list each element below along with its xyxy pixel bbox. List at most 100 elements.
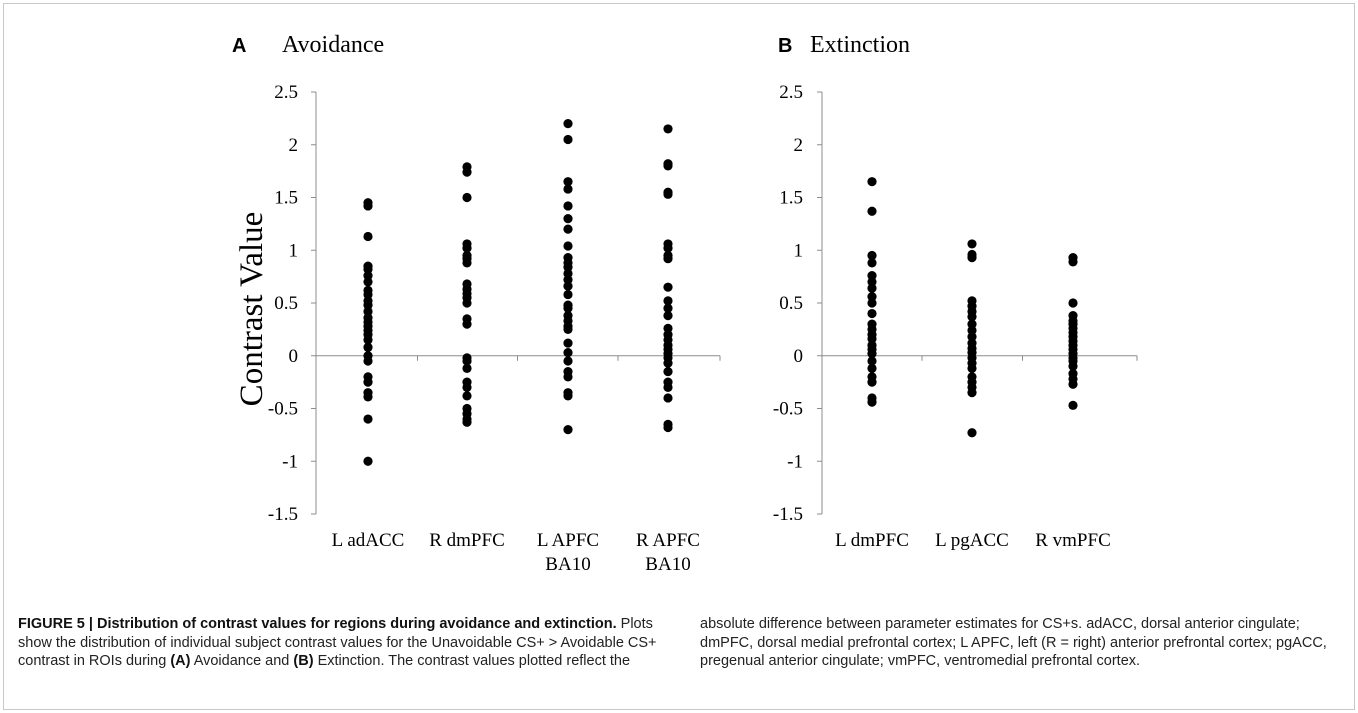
data-point	[363, 335, 373, 345]
y-tick-label: 0.5	[779, 293, 803, 314]
data-point	[867, 206, 877, 216]
data-point	[867, 283, 877, 293]
data-point	[462, 243, 472, 253]
data-point	[563, 338, 573, 348]
caption-text-run: Avoidance and	[190, 653, 294, 669]
figure-charts: A Avoidance Contrast Value 2.5 2 1.5 1 0.5 0 -0.5…	[232, 32, 1138, 575]
caption-text-run: Plots show the distribution of individua…	[18, 616, 657, 669]
data-point	[663, 124, 673, 134]
data-point	[967, 239, 977, 249]
data-point	[867, 298, 877, 308]
data-point	[363, 377, 373, 387]
category-label: BA10	[645, 554, 690, 575]
data-point	[462, 192, 472, 203]
data-point	[563, 241, 573, 251]
data-point	[867, 292, 877, 302]
data-point	[663, 161, 673, 171]
data-point	[663, 311, 673, 321]
data-point	[967, 312, 977, 322]
data-point	[663, 366, 673, 377]
data-point	[563, 303, 573, 313]
caption-text-run: Extinction. The contrast values plotted …	[313, 653, 631, 669]
data-point	[867, 258, 877, 268]
data-point	[563, 268, 573, 279]
y-tick-label: 2	[794, 135, 804, 156]
data-point	[867, 377, 877, 387]
data-point	[967, 332, 977, 342]
data-point	[462, 382, 472, 392]
data-point	[663, 382, 673, 392]
y-tick-label: -0.5	[268, 399, 298, 420]
data-point	[563, 356, 573, 366]
data-point	[563, 201, 573, 211]
data-point	[462, 417, 472, 427]
data-point	[867, 397, 877, 407]
data-point	[563, 275, 573, 285]
category-label: L dmPFC	[835, 530, 909, 551]
y-tick-label: 1	[289, 240, 299, 261]
data-point	[363, 356, 373, 366]
y-tick-label: 0	[794, 346, 804, 367]
data-point	[462, 258, 472, 268]
data-point	[563, 224, 573, 234]
data-point	[1068, 379, 1078, 389]
data-point	[663, 358, 673, 368]
data-point	[867, 349, 877, 359]
panel-b-extinction-chart: B Extinction 2.5 2 1.5 1 0.5 0 -0.5 -1 -1.5 L dmPFC…	[773, 32, 1138, 551]
data-point	[462, 319, 472, 329]
data-point	[363, 270, 373, 281]
data-point	[867, 356, 877, 366]
caption-bold-run: (B)	[293, 653, 314, 669]
y-tick-label: -1.5	[268, 504, 298, 525]
category-label: L adACC	[332, 530, 405, 551]
data-point	[967, 428, 977, 438]
data-point	[663, 422, 673, 433]
data-point	[867, 277, 877, 287]
data-point	[1068, 400, 1078, 410]
data-point	[867, 363, 877, 374]
data-point	[363, 392, 373, 402]
data-point	[663, 282, 673, 292]
data-point	[1068, 298, 1078, 308]
panel-letter: A	[232, 35, 246, 57]
data-point	[563, 324, 573, 334]
data-point	[967, 319, 977, 329]
data-point	[563, 177, 573, 187]
data-point	[967, 253, 977, 263]
data-point	[462, 167, 472, 177]
data-point	[967, 325, 977, 336]
data-point	[462, 356, 472, 366]
y-tick-label: 1.5	[274, 188, 298, 209]
data-point	[663, 243, 673, 253]
data-point	[563, 289, 573, 300]
panel-a-avoidance-chart: A Avoidance Contrast Value 2.5 2 1.5 1 0.5 0 -0.5…	[232, 32, 721, 575]
data-point	[363, 264, 373, 274]
data-point	[363, 456, 373, 466]
data-point	[1068, 361, 1078, 371]
y-axis-title: Contrast Value	[234, 212, 270, 407]
data-point	[563, 347, 573, 358]
data-point	[663, 323, 673, 333]
data-point	[563, 372, 573, 382]
figure-caption: FIGURE 5 | Distribution of contrast valu…	[18, 615, 1340, 671]
category-label: R APFC	[636, 530, 700, 551]
y-tick-label: 1	[794, 240, 804, 261]
data-point	[663, 393, 673, 403]
data-point	[462, 363, 472, 374]
data-point	[363, 231, 373, 242]
y-tick-label: 0	[289, 346, 299, 367]
data-point	[967, 388, 977, 398]
data-point	[867, 270, 877, 281]
data-point	[363, 342, 373, 352]
data-point	[1068, 257, 1078, 267]
category-label: L APFC	[537, 530, 599, 551]
category-label: R dmPFC	[429, 530, 505, 551]
data-point	[363, 289, 373, 300]
data-point	[563, 425, 573, 435]
data-point	[563, 214, 573, 224]
caption-bold-run: (A)	[170, 653, 191, 669]
y-tick-label: 0.5	[274, 293, 298, 314]
y-tick-label: -0.5	[773, 399, 803, 420]
data-point	[563, 262, 573, 272]
caption-bold-run: FIGURE 5 | Distribution of contrast valu…	[18, 616, 617, 632]
